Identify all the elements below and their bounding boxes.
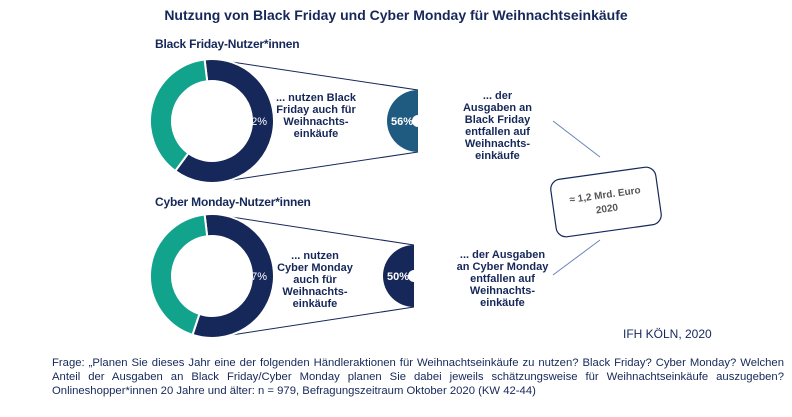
connector-line [211,213,415,246]
non-usage-segment [149,58,209,173]
chart-title: Nutzung von Black Friday und Cyber Monda… [164,7,628,23]
non-usage-segment [149,213,209,337]
black-friday-heading: Black Friday-Nutzer*innen [155,37,300,51]
total-year: 2020 [595,202,619,216]
spend-percent-label: 56% [391,116,413,128]
source-label: IFH KÖLN, 2020 [623,327,712,341]
bf-usage-text: ... nutzen Black Friday auch für Weihnac… [275,92,357,140]
total-box-frame [550,166,662,238]
bf-spend-text: ... der Ausgaben an Black Friday entfall… [462,90,533,162]
center-dot [413,118,419,124]
spend-percent-label: 50% [387,271,409,283]
footnote: Frage: „Planen Sie dieses Jahr eine der … [52,357,784,397]
connector-line [211,306,415,339]
pointer-line [552,239,601,276]
spend-segment [387,90,418,152]
cyber-monday-heading: Cyber Monday-Nutzer*innen [155,195,311,209]
usage-percent-label: 57% [245,271,267,283]
cm-usage-text: ... nutzen Cyber Monday auch für Weihnac… [277,250,353,310]
spend-segment [383,245,414,307]
usage-segment [191,213,275,339]
cm-spend-text: ... der Ausgaben an Cyber Monday entfall… [456,249,549,309]
pointer-line [552,120,601,158]
connector-line [211,151,419,184]
usage-segment [173,58,275,184]
center-dot [409,273,415,279]
usage-percent-label: 62% [245,116,267,128]
connector-line [211,58,419,91]
